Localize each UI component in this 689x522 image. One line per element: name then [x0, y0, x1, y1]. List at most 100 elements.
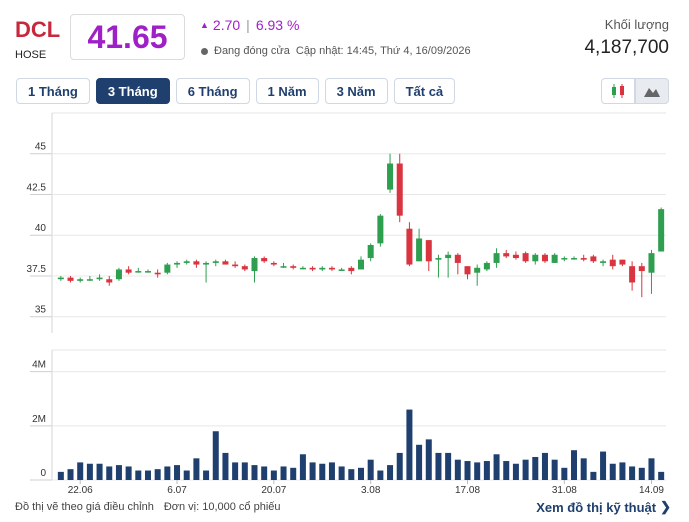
volume-bar: [174, 465, 181, 480]
tab-3-years[interactable]: 3 Năm: [324, 78, 388, 104]
candle-body: [580, 258, 587, 260]
x-tick-label: 20.07: [261, 485, 286, 495]
candle-body: [367, 245, 374, 259]
update-time: Cập nhật: 14:45, Thứ 4, 16/09/2026: [295, 45, 471, 57]
candlestick-view-button[interactable]: [601, 78, 635, 104]
price-tick-label: 35: [35, 305, 47, 316]
area-view-button[interactable]: [635, 78, 669, 104]
candle-body: [619, 259, 626, 265]
volume-bar: [483, 461, 490, 480]
candle-body: [658, 209, 665, 252]
volume-bar: [532, 456, 539, 480]
volume-bar: [522, 459, 529, 480]
volume-bar: [551, 459, 558, 480]
volume-bar: [154, 469, 161, 480]
candle-body: [512, 254, 519, 259]
tab-6-months[interactable]: 6 Tháng: [175, 78, 250, 104]
volume-bar: [338, 466, 345, 480]
volume-bar: [261, 466, 268, 480]
volume-bar: [658, 471, 665, 480]
volume-bar: [193, 458, 200, 480]
candlestick-icon: [612, 84, 624, 98]
candle-body: [67, 277, 74, 281]
candle-body: [522, 253, 529, 262]
volume-bar: [115, 465, 122, 480]
candle-body: [106, 279, 113, 283]
volume-bar: [232, 462, 239, 480]
candle-body: [638, 266, 645, 272]
volume-bar: [270, 470, 277, 480]
volume-bar: [493, 454, 500, 480]
candle-body: [551, 254, 558, 263]
candle-body: [493, 253, 500, 263]
volume-bar: [367, 459, 374, 480]
candle-body: [270, 262, 277, 265]
price-volume-chart: 45 42.5 40 37.5 35 4M 2M 0 22.06 6.07 20.07 3.08 17.…: [27, 112, 666, 495]
volume-bar: [57, 471, 64, 480]
volume-bar: [406, 409, 413, 480]
candle-body: [77, 279, 84, 281]
status-dot-icon: [201, 47, 208, 55]
candle-body: [387, 163, 394, 190]
price-tick-label: 45: [35, 142, 47, 153]
volume-bar: [144, 470, 151, 480]
candle-body: [541, 254, 548, 262]
chart-view-toggle: [601, 78, 669, 104]
candle-body: [174, 262, 181, 265]
technical-chart-link[interactable]: Xem đồ thị kỹ thuật ❯: [536, 499, 671, 515]
candle-body: [348, 267, 355, 272]
volume-bar: [416, 444, 423, 480]
candle-body: [483, 262, 490, 270]
candle-body: [377, 215, 384, 244]
candle-body: [261, 258, 268, 262]
candle-body: [222, 261, 229, 265]
change-value: 2.70: [212, 17, 241, 33]
price-change: ▲ 2.70 | 6.93 %: [200, 17, 299, 33]
volume-bar: [164, 466, 171, 480]
volume-bar: [474, 462, 481, 480]
volume-bar: [290, 467, 297, 480]
price-tick-label: 40: [35, 223, 47, 234]
candle-body: [629, 266, 636, 283]
candle-body: [115, 269, 122, 280]
candle-body: [357, 259, 365, 270]
candle-body: [154, 272, 161, 275]
candle-body: [164, 264, 171, 273]
candle-body: [328, 267, 335, 270]
volume-bar: [212, 431, 219, 480]
volume-bar: [96, 463, 103, 480]
volume-bar: [648, 458, 655, 480]
candle-body: [241, 266, 248, 270]
volume-value: 4,187,700: [584, 37, 669, 58]
candle-body: [600, 261, 607, 263]
volume-bar: [67, 469, 74, 480]
volume-bar: [590, 471, 597, 480]
tab-3-months[interactable]: 3 Tháng: [95, 78, 170, 104]
current-price: 41.65: [70, 14, 185, 60]
tab-1-year[interactable]: 1 Năm: [255, 78, 319, 104]
change-percent: 6.93 %: [255, 17, 300, 33]
volume-bar: [580, 458, 587, 480]
volume-tick-label: 0: [40, 468, 46, 479]
period-tabs: 1 Tháng 3 Tháng 6 Tháng 1 Năm 3 Năm Tất …: [16, 78, 456, 104]
candle-body: [135, 271, 142, 273]
volume-bar: [357, 467, 365, 480]
candle-body: [290, 266, 297, 268]
volume-bar: [512, 463, 519, 480]
volume-bar: [503, 461, 510, 480]
volume-bar: [106, 466, 113, 480]
candle-body: [561, 258, 568, 260]
candle-body: [532, 254, 539, 262]
tab-all[interactable]: Tất cả: [393, 78, 456, 104]
price-tick-label: 42.5: [27, 182, 47, 193]
volume-bar: [609, 463, 616, 480]
x-tick-label: 22.06: [68, 485, 93, 495]
volume-bar: [464, 461, 471, 480]
volume-bar: [454, 459, 461, 480]
volume-bar: [241, 462, 248, 480]
x-tick-label: 3.08: [361, 485, 381, 495]
tab-1-month[interactable]: 1 Tháng: [16, 78, 90, 104]
candle-body: [396, 163, 403, 216]
candle-body: [474, 267, 481, 273]
volume-label: Khối lượng: [604, 17, 669, 32]
